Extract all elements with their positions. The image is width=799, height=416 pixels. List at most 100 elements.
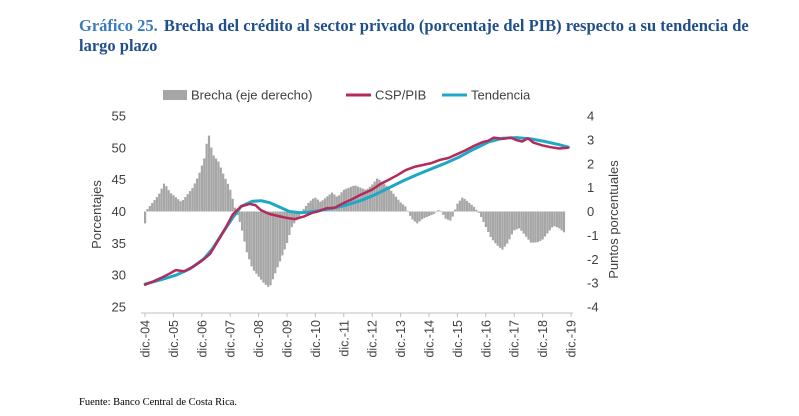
brecha-bar	[503, 211, 506, 247]
brecha-bar	[418, 211, 421, 222]
brecha-bar	[560, 211, 563, 231]
brecha-bar	[283, 211, 286, 250]
brecha-bar	[427, 211, 431, 217]
brecha-bar	[373, 181, 376, 212]
brecha-bar	[285, 211, 289, 244]
brecha-bar	[302, 208, 305, 212]
left-axis-title: Porcentajes	[89, 180, 104, 249]
brecha-bar	[558, 211, 561, 229]
brecha-bar	[541, 211, 544, 240]
right-tick-label: 2	[587, 156, 594, 171]
brecha-bar	[269, 211, 272, 286]
x-tick-label: dic.-16	[479, 320, 493, 358]
brecha-bar	[522, 211, 525, 234]
brecha-bar	[207, 135, 211, 212]
left-tick-label: 25	[112, 300, 126, 315]
brecha-bar	[342, 189, 345, 212]
brecha-bar	[172, 195, 175, 212]
x-tick-label: dic.-18	[536, 320, 550, 358]
brecha-bar	[364, 189, 367, 212]
brecha-bar	[193, 183, 196, 212]
legend: Brecha (eje derecho) CSP/PIB Tendencia	[163, 88, 531, 103]
brecha-bar	[188, 191, 192, 212]
brecha-bar	[430, 211, 433, 216]
x-tick-label: dic.-05	[167, 320, 181, 358]
brecha-bars	[143, 135, 566, 287]
brecha-bar	[345, 188, 348, 212]
brecha-bar	[406, 210, 409, 212]
brecha-bar	[527, 211, 530, 240]
brecha-bar	[151, 203, 154, 212]
brecha-bar	[366, 188, 369, 212]
brecha-bar	[224, 178, 227, 212]
x-tick-label: dic.-13	[394, 320, 408, 358]
right-tick-label: 4	[587, 109, 594, 124]
brecha-bar	[420, 211, 424, 220]
brecha-bar	[262, 211, 265, 283]
brecha-bar	[214, 158, 218, 212]
brecha-bar	[425, 211, 428, 218]
chart: 55 50 45 40 35 30 25 4 3 2 1 0 -1 -2 -3 -4 Porcentajes Pu…	[89, 88, 621, 358]
brecha-bar	[482, 211, 485, 223]
right-tick-label: -1	[587, 228, 599, 243]
brecha-bar	[340, 192, 343, 212]
brecha-bar	[314, 197, 317, 212]
brecha-bar	[548, 211, 551, 231]
brecha-bar	[205, 143, 208, 212]
brecha-bar	[146, 208, 149, 212]
chart-title-text: Brecha del crédito al sector privado (po…	[79, 16, 749, 55]
brecha-bar	[413, 211, 416, 222]
series-lines	[143, 136, 570, 286]
brecha-bar	[449, 211, 452, 221]
brecha-bar	[186, 194, 189, 212]
brecha-bar	[181, 200, 185, 212]
brecha-bar	[529, 211, 532, 243]
left-tick-label: 50	[112, 140, 126, 155]
right-tick-label: -4	[587, 300, 599, 315]
brecha-bar	[468, 202, 471, 212]
brecha-bar	[155, 197, 159, 212]
brecha-bar	[165, 186, 168, 212]
brecha-bar	[539, 211, 542, 241]
legend-csp-label: CSP/PIB	[375, 88, 426, 103]
right-tick-label: -3	[587, 276, 599, 291]
brecha-bar	[461, 197, 464, 212]
brecha-bar	[525, 211, 528, 237]
brecha-bar	[477, 211, 480, 213]
brecha-bar	[470, 204, 473, 212]
legend-tendencia-label: Tendencia	[471, 88, 531, 103]
brecha-bar	[257, 211, 260, 277]
brecha-bar	[271, 211, 274, 280]
brecha-bar	[259, 211, 263, 280]
brecha-bar	[326, 196, 329, 212]
brecha-bar	[392, 193, 395, 212]
brecha-bar	[534, 211, 537, 243]
brecha-bar	[501, 211, 504, 250]
right-tick-label: -2	[587, 252, 599, 267]
x-tick-label: dic.-11	[337, 320, 351, 357]
brecha-bar	[200, 165, 203, 212]
brecha-bar	[432, 211, 435, 215]
brecha-bar	[442, 211, 445, 215]
brecha-bar	[411, 211, 414, 220]
brecha-bar	[356, 186, 360, 212]
brecha-bar	[250, 211, 253, 267]
brecha-bar	[517, 211, 521, 229]
brecha-bar	[439, 210, 443, 212]
legend-brecha-swatch	[163, 90, 187, 100]
brecha-bar	[394, 196, 398, 212]
left-tick-label: 45	[112, 172, 126, 187]
brecha-bar	[309, 200, 312, 212]
left-tick-label: 30	[112, 268, 126, 283]
brecha-bar	[278, 211, 282, 262]
brecha-bar	[231, 198, 234, 212]
x-tick-label: dic.-06	[195, 320, 209, 358]
right-tick-label: 0	[587, 204, 594, 219]
brecha-bar	[293, 211, 296, 224]
brecha-bar	[390, 190, 393, 212]
chart-title: Gráfico 25. Brecha del crédito al sector …	[79, 16, 779, 56]
chart-number: Gráfico 25.	[79, 16, 158, 35]
brecha-bar	[562, 211, 566, 233]
brecha-bar	[506, 211, 509, 244]
brecha-bar	[191, 188, 194, 212]
